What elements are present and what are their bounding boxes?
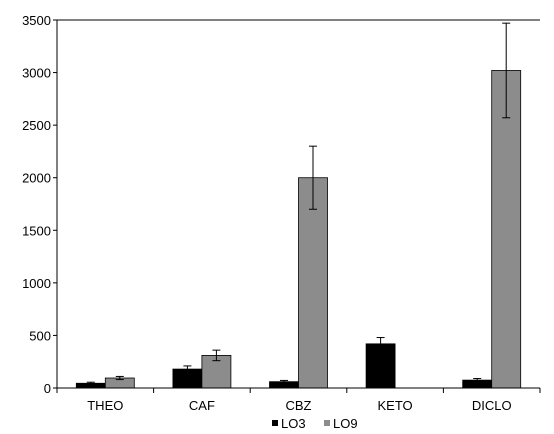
bar-lo9-cbz [298, 177, 328, 389]
x-tick-label: KETO [378, 398, 413, 413]
y-tick-label: 0 [44, 381, 51, 396]
y-tick-label: 2000 [22, 171, 51, 186]
x-tick-label: CBZ [286, 398, 312, 413]
legend-swatch-lo3 [272, 420, 278, 426]
y-tick-label: 500 [29, 328, 51, 343]
bar-lo9-diclo [491, 70, 522, 389]
bar-group [75, 70, 522, 389]
x-tick-label: THEO [87, 398, 123, 413]
y-tick-label: 1500 [22, 223, 51, 238]
x-axis-ticks: THEO CAF CBZ KETO DICLO [87, 398, 511, 413]
y-tick-label: 1000 [22, 276, 51, 291]
error-bars [86, 22, 511, 385]
y-tick-label: 3500 [22, 13, 51, 28]
axes [53, 19, 541, 393]
legend-swatch-lo9 [324, 420, 330, 426]
legend-label-lo3: LO3 [281, 416, 306, 431]
legend-label-lo9: LO9 [333, 416, 358, 431]
x-tick-label: CAF [189, 398, 215, 413]
x-tick-label: DICLO [472, 398, 512, 413]
legend: LO3 LO9 [272, 416, 358, 431]
y-axis-ticks: 0 500 1000 1500 2000 2500 3000 3500 [22, 13, 51, 396]
y-tick-label: 2500 [22, 118, 51, 133]
y-tick-label: 3000 [22, 66, 51, 81]
